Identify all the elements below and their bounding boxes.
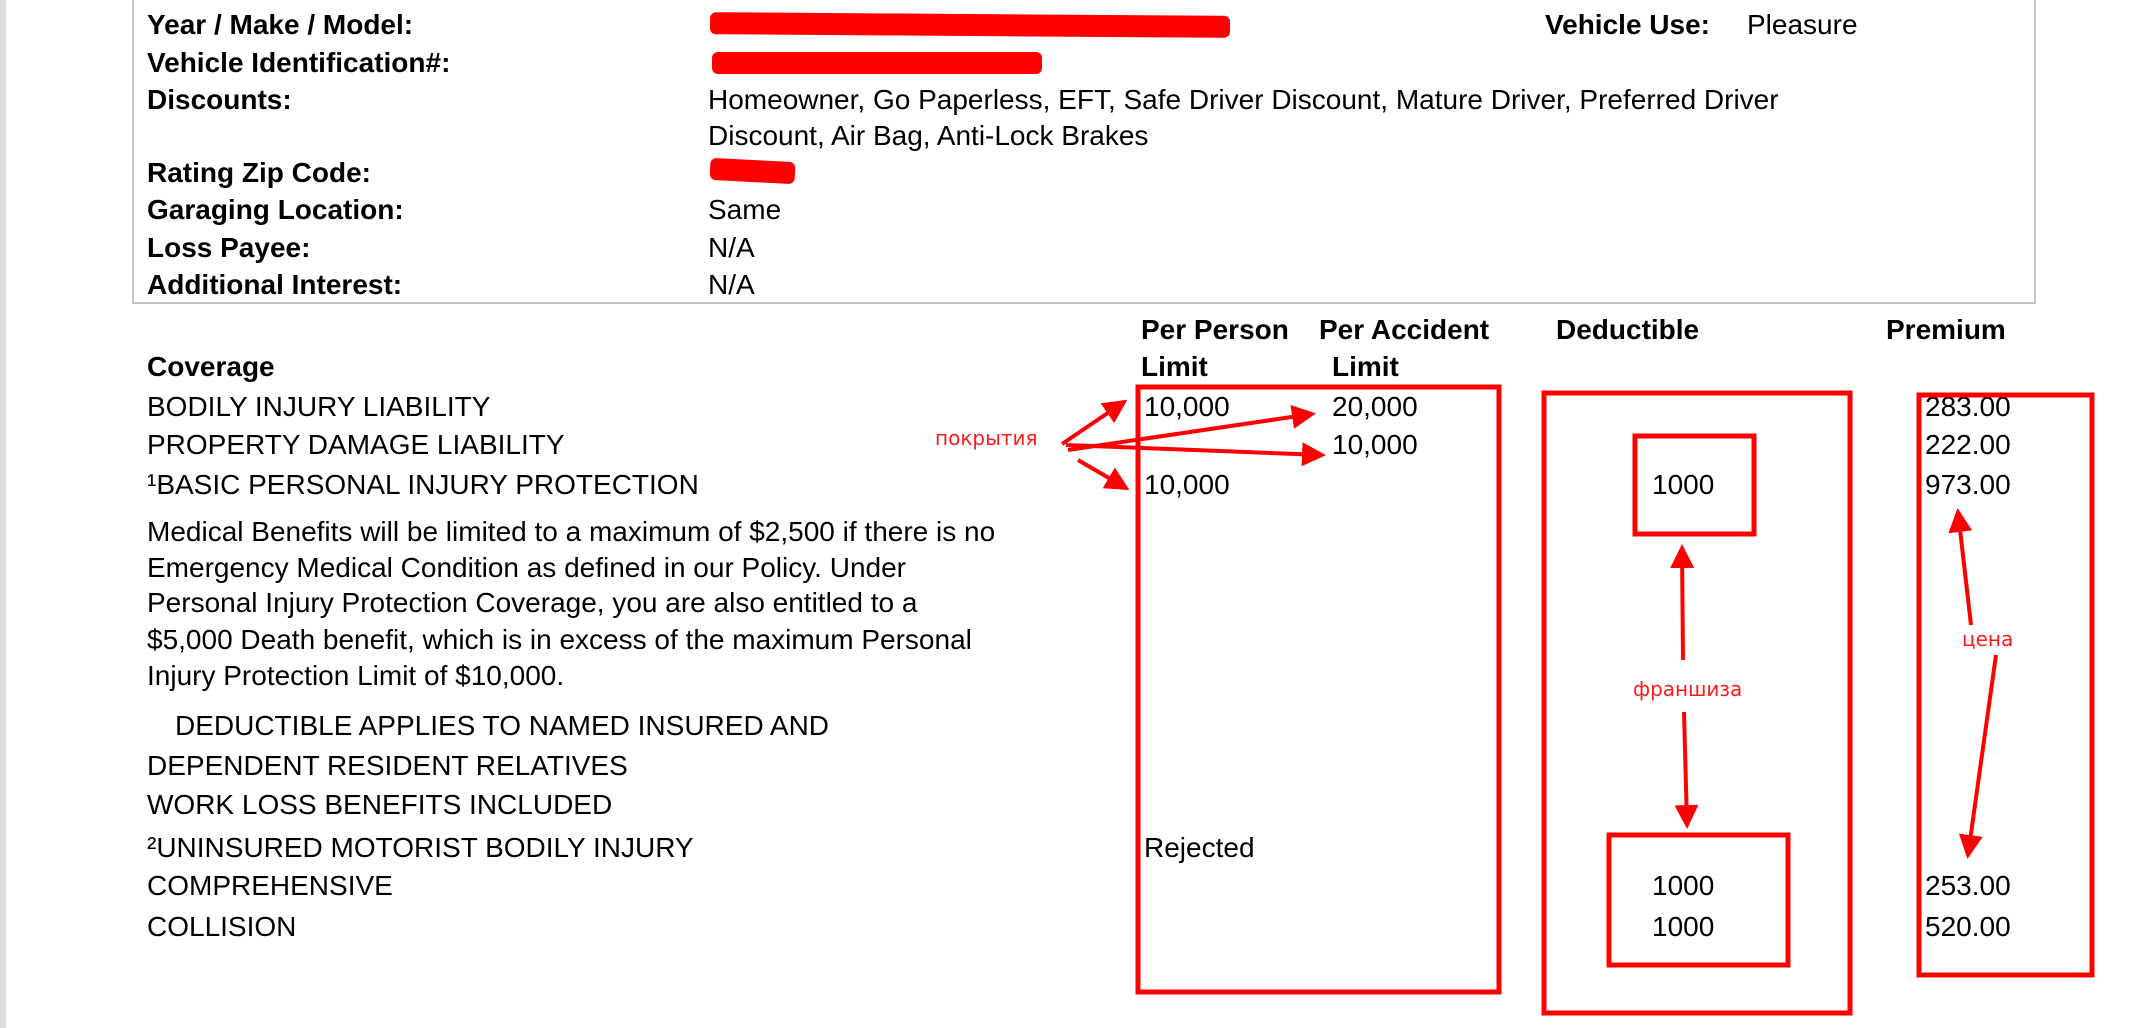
- pip-line: DEPENDENT RESIDENT RELATIVES: [147, 750, 628, 781]
- coverage-name: PROPERTY DAMAGE LIABILITY: [147, 429, 565, 460]
- arrow-to-pip-premium: [1948, 508, 1973, 626]
- annotation-price: цена: [1962, 627, 2014, 651]
- coverage-name: COMPREHENSIVE: [147, 870, 393, 901]
- premium-value: 253.00: [1925, 870, 2011, 901]
- header-per-person-limit: Limit: [1141, 351, 1208, 382]
- comp-coll-deductible-highlight-box: [1606, 832, 1791, 968]
- coverage-name: ²UNINSURED MOTORIST BODILY INJURY: [147, 832, 694, 863]
- coverage-name: COLLISION: [147, 911, 297, 942]
- pip-note-line: Injury Protection Limit of $10,000.: [147, 660, 565, 691]
- header-deductible: Deductible: [1556, 314, 1700, 345]
- deductible-highlight-box: [1541, 390, 1853, 1016]
- limits-highlight-box: [1135, 384, 1502, 995]
- per-person-value: 10,000: [1144, 391, 1230, 422]
- arrow-to-comp-coll-deductible: [1674, 711, 1699, 829]
- redaction-vin: [712, 52, 1042, 74]
- arrow-to-bi-per-accident: [1067, 405, 1316, 452]
- deductible-value: 1000: [1652, 469, 1715, 500]
- annotation-deductible: франшиза: [1633, 677, 1743, 701]
- arrow-to-comp-premium: [1958, 654, 1998, 859]
- annotation-limits: покрытия: [935, 426, 1038, 450]
- label-additional-interest: Additional Interest:: [147, 269, 403, 300]
- arrow-to-pip-per-person: [1076, 458, 1130, 491]
- deductible-value: 1000: [1652, 911, 1715, 942]
- premium-highlight-box: [1916, 392, 2095, 978]
- per-person-value: Rejected: [1144, 832, 1255, 863]
- arrow-to-bi-per-person: [1060, 399, 1128, 446]
- value-additional-interest: N/A: [708, 269, 755, 300]
- label-garaging: Garaging Location:: [147, 194, 404, 225]
- header-premium: Premium: [1886, 314, 2006, 345]
- label-loss-payee: Loss Payee:: [147, 232, 311, 263]
- header-per-accident-limit: Limit: [1332, 351, 1399, 382]
- pip-deductible-highlight-box: [1632, 433, 1757, 537]
- per-person-value: 10,000: [1144, 469, 1230, 500]
- arrow-to-pd-per-accident: [1065, 442, 1326, 467]
- per-accident-value: 10,000: [1332, 429, 1418, 460]
- vehicle-info-box: [132, 0, 2036, 304]
- header-per-accident: Per Accident: [1319, 314, 1490, 345]
- premium-value: 222.00: [1925, 429, 2011, 460]
- pip-note-line: Emergency Medical Condition as defined i…: [147, 552, 906, 583]
- premium-value: 973.00: [1925, 469, 2011, 500]
- label-rating-zip: Rating Zip Code:: [147, 157, 371, 188]
- value-vehicle-use: Pleasure: [1747, 9, 1858, 40]
- pip-line: DEDUCTIBLE APPLIES TO NAMED INSURED AND: [175, 710, 830, 741]
- value-loss-payee: N/A: [708, 232, 755, 263]
- pip-line: WORK LOSS BENEFITS INCLUDED: [147, 789, 613, 820]
- deductible-value: 1000: [1652, 870, 1715, 901]
- arrow-to-pip-deductible: [1670, 544, 1695, 661]
- coverage-name: ¹BASIC PERSONAL INJURY PROTECTION: [147, 469, 699, 500]
- label-vin: Vehicle Identification#:: [147, 47, 451, 78]
- label-year-make-model: Year / Make / Model:: [147, 9, 414, 40]
- pip-note-line: Medical Benefits will be limited to a ma…: [147, 516, 996, 547]
- label-discounts: Discounts:: [147, 84, 292, 115]
- value-garaging: Same: [708, 194, 782, 225]
- value-discounts-line1: Homeowner, Go Paperless, EFT, Safe Drive…: [708, 84, 1779, 115]
- pip-note-line: $5,000 Death benefit, which is in excess…: [147, 624, 972, 655]
- label-vehicle-use: Vehicle Use:: [1545, 9, 1710, 40]
- header-per-person: Per Person: [1141, 314, 1289, 345]
- value-discounts-line2: Discount, Air Bag, Anti-Lock Brakes: [708, 120, 1149, 151]
- premium-value: 520.00: [1925, 911, 2011, 942]
- pip-note-line: Personal Injury Protection Coverage, you…: [147, 587, 918, 618]
- header-coverage: Coverage: [147, 351, 275, 382]
- page-gutter: [0, 0, 6, 1028]
- coverage-name: BODILY INJURY LIABILITY: [147, 391, 491, 422]
- per-accident-value: 20,000: [1332, 391, 1418, 422]
